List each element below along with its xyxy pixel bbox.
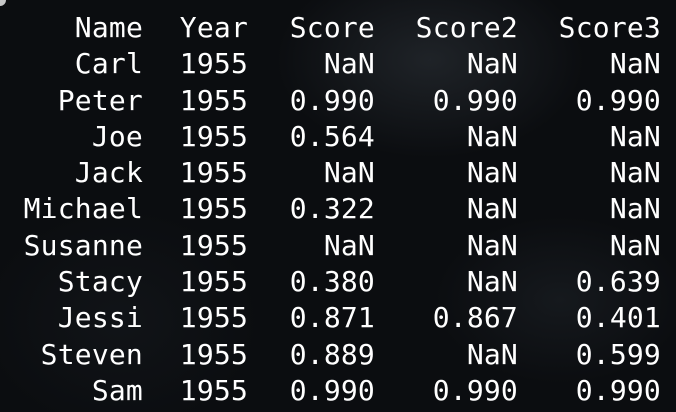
column-header-name: Name <box>74 11 143 44</box>
cell-score2: NaN <box>466 192 518 226</box>
column-header-score: Score <box>289 11 375 44</box>
cell-score2: NaN <box>466 228 518 262</box>
table-row: Susanne 1955 NaN NaN NaN <box>0 228 661 264</box>
cell-year: 1955 <box>179 83 248 117</box>
cell-score3: NaN <box>609 228 661 262</box>
cell-score3: NaN <box>609 119 661 153</box>
cell-score3: NaN <box>609 192 661 226</box>
cell-score2: NaN <box>466 156 518 190</box>
cell-score2: NaN <box>466 119 518 153</box>
cell-score2: 0.867 <box>432 301 518 335</box>
cell-year: 1955 <box>179 192 248 226</box>
cell-score2: NaN <box>466 337 518 371</box>
cell-name: Michael <box>23 192 143 226</box>
terminal-output: Name Year Score Score2 Score3 Carl 1955 … <box>0 10 676 409</box>
cell-name: Sam <box>91 373 143 407</box>
cell-score3: 0.401 <box>575 301 661 335</box>
cell-score3: 0.639 <box>575 265 661 299</box>
table-header-row: Name Year Score Score2 Score3 <box>0 10 661 46</box>
table-row: Steven 1955 0.889 NaN 0.599 <box>0 337 661 373</box>
cell-score: 0.871 <box>289 301 375 335</box>
cell-score3: 0.990 <box>575 373 661 407</box>
dataframe-table: Name Year Score Score2 Score3 Carl 1955 … <box>0 10 661 409</box>
cell-year: 1955 <box>179 337 248 371</box>
cell-score: 0.889 <box>289 337 375 371</box>
cell-score: 0.564 <box>289 119 375 153</box>
cell-score: 0.380 <box>289 265 375 299</box>
cell-name: Carl <box>74 47 143 81</box>
cell-year: 1955 <box>179 265 248 299</box>
cell-year: 1955 <box>179 47 248 81</box>
cell-year: 1955 <box>179 373 248 407</box>
cell-score: NaN <box>323 156 375 190</box>
cell-score: 0.990 <box>289 83 375 117</box>
table-row: Michael 1955 0.322 NaN NaN <box>0 191 661 227</box>
cell-score3: NaN <box>609 47 661 81</box>
cell-score: NaN <box>323 47 375 81</box>
cell-score2: 0.990 <box>432 83 518 117</box>
table-row: Peter 1955 0.990 0.990 0.990 <box>0 83 661 119</box>
cell-name: Susanne <box>23 228 143 262</box>
cell-name: Jessi <box>57 301 143 335</box>
cell-score3: NaN <box>609 156 661 190</box>
cell-year: 1955 <box>179 119 248 153</box>
table-row: Sam 1955 0.990 0.990 0.990 <box>0 373 661 409</box>
cell-year: 1955 <box>179 156 248 190</box>
cell-score: 0.322 <box>289 192 375 226</box>
column-header-score2: Score2 <box>415 11 518 44</box>
cell-name: Joe <box>91 119 143 153</box>
cell-score2: NaN <box>466 47 518 81</box>
cell-score: 0.990 <box>289 373 375 407</box>
window-corner <box>0 0 6 6</box>
cell-year: 1955 <box>179 301 248 335</box>
cell-score: NaN <box>323 228 375 262</box>
cell-score2: 0.990 <box>432 373 518 407</box>
table-row: Stacy 1955 0.380 NaN 0.639 <box>0 264 661 300</box>
column-header-year: Year <box>179 11 248 44</box>
cell-name: Steven <box>40 337 143 371</box>
table-row: Carl 1955 NaN NaN NaN <box>0 46 661 82</box>
table-row: Jack 1955 NaN NaN NaN <box>0 155 661 191</box>
cell-name: Jack <box>74 156 143 190</box>
column-header-score3: Score3 <box>558 11 661 44</box>
cell-score2: NaN <box>466 265 518 299</box>
cell-name: Peter <box>57 83 143 117</box>
table-row: Joe 1955 0.564 NaN NaN <box>0 119 661 155</box>
table-row: Jessi 1955 0.871 0.867 0.401 <box>0 300 661 336</box>
cell-score3: 0.599 <box>575 337 661 371</box>
cell-score3: 0.990 <box>575 83 661 117</box>
cell-year: 1955 <box>179 228 248 262</box>
cell-name: Stacy <box>57 265 143 299</box>
